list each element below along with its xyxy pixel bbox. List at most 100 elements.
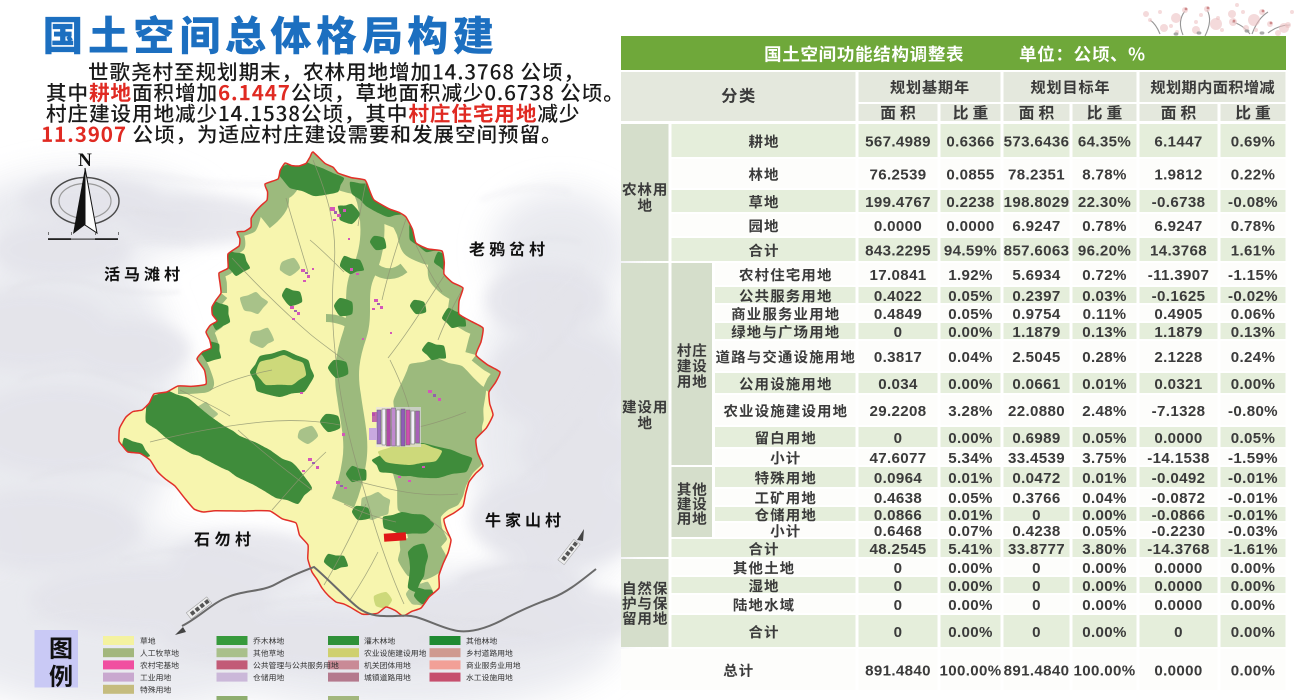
svg-text:0.00%: 0.00% <box>1231 578 1276 595</box>
svg-text:6.9247: 6.9247 <box>1154 218 1202 235</box>
svg-text:29.2208: 29.2208 <box>869 403 926 420</box>
svg-text:0.2397: 0.2397 <box>1012 288 1060 305</box>
svg-text:0.00%: 0.00% <box>1231 560 1276 577</box>
svg-text:2.1228: 2.1228 <box>1154 349 1202 366</box>
svg-text:-0.0866: -0.0866 <box>1152 507 1206 524</box>
svg-text:0.00%: 0.00% <box>948 376 993 393</box>
svg-text:3.28%: 3.28% <box>948 403 993 420</box>
svg-text:1.9812: 1.9812 <box>1154 166 1202 183</box>
svg-text:17.0841: 17.0841 <box>869 267 926 284</box>
svg-text:0.0855: 0.0855 <box>946 166 994 183</box>
svg-text:0.04%: 0.04% <box>948 349 993 366</box>
svg-text:0: 0 <box>894 560 903 577</box>
svg-text:0.07%: 0.07% <box>948 523 993 540</box>
svg-text:0.78%: 0.78% <box>1231 218 1276 235</box>
svg-text:-1.59%: -1.59% <box>1228 450 1278 467</box>
svg-text:0: 0 <box>1032 507 1041 524</box>
svg-text:0.0661: 0.0661 <box>1012 376 1060 393</box>
svg-text:0.4638: 0.4638 <box>874 490 922 507</box>
svg-text:0.00%: 0.00% <box>948 624 993 641</box>
svg-text:0.3817: 0.3817 <box>874 349 922 366</box>
svg-text:0.9754: 0.9754 <box>1012 306 1061 323</box>
svg-text:0: 0 <box>894 324 903 341</box>
svg-text:2.48%: 2.48% <box>1082 403 1127 420</box>
svg-text:0.11%: 0.11% <box>1083 306 1127 323</box>
svg-text:0.0472: 0.0472 <box>1012 470 1060 487</box>
svg-text:-14.1538: -14.1538 <box>1147 450 1209 467</box>
svg-text:0.6366: 0.6366 <box>946 133 994 150</box>
svg-text:5.41%: 5.41% <box>948 541 993 558</box>
svg-text:0.0866: 0.0866 <box>874 507 922 524</box>
svg-text:0.05%: 0.05% <box>1082 430 1127 447</box>
svg-text:0.22%: 0.22% <box>1231 166 1276 183</box>
svg-text:-0.0872: -0.0872 <box>1152 490 1206 507</box>
svg-text:0: 0 <box>1032 624 1041 641</box>
svg-text:0.01%: 0.01% <box>948 470 993 487</box>
svg-text:-0.01%: -0.01% <box>1228 507 1278 524</box>
svg-text:0.01%: 0.01% <box>948 507 993 524</box>
svg-text:N: N <box>78 150 92 171</box>
svg-text:-0.1625: -0.1625 <box>1152 288 1206 305</box>
svg-text:-0.02%: -0.02% <box>1228 288 1278 305</box>
svg-text:0: 0 <box>1032 597 1041 614</box>
svg-text:573.6436: 573.6436 <box>1004 133 1070 150</box>
svg-text:0.0000: 0.0000 <box>1154 430 1202 447</box>
svg-text:0.04%: 0.04% <box>1082 490 1127 507</box>
svg-text:22.0880: 22.0880 <box>1008 403 1065 420</box>
svg-text:0: 0 <box>894 578 903 595</box>
svg-text:0: 0 <box>1032 578 1041 595</box>
svg-text:6.1447: 6.1447 <box>1154 133 1202 150</box>
svg-text:6.9247: 6.9247 <box>1012 218 1060 235</box>
svg-text:0.0321: 0.0321 <box>1154 376 1202 393</box>
svg-text:2.5045: 2.5045 <box>1012 349 1060 366</box>
svg-text:0.034: 0.034 <box>878 376 918 393</box>
svg-text:0.00%: 0.00% <box>1231 376 1276 393</box>
svg-text:0.0000: 0.0000 <box>874 218 922 235</box>
svg-text:3.75%: 3.75% <box>1082 450 1127 467</box>
svg-text:94.59%: 94.59% <box>944 242 998 259</box>
svg-text:0.00%: 0.00% <box>1082 597 1127 614</box>
svg-text:0.00%: 0.00% <box>1082 560 1127 577</box>
svg-text:891.4840: 891.4840 <box>865 662 931 679</box>
svg-text:0.00%: 0.00% <box>948 560 993 577</box>
svg-text:0.00%: 0.00% <box>1231 662 1276 679</box>
svg-text:0.24%: 0.24% <box>1231 349 1276 366</box>
svg-text:0.0000: 0.0000 <box>1154 597 1202 614</box>
svg-text:33.8777: 33.8777 <box>1008 541 1065 558</box>
svg-text:0.69%: 0.69% <box>1231 133 1276 150</box>
svg-text:0.3766: 0.3766 <box>1012 490 1060 507</box>
svg-text:64.35%: 64.35% <box>1078 133 1132 150</box>
svg-text:0.13%: 0.13% <box>1231 324 1276 341</box>
svg-text:0.00%: 0.00% <box>948 324 993 341</box>
svg-text:0.00%: 0.00% <box>1082 507 1127 524</box>
svg-text:0.00%: 0.00% <box>948 430 993 447</box>
svg-text:0.0000: 0.0000 <box>1154 578 1202 595</box>
svg-text:0.4849: 0.4849 <box>874 306 922 323</box>
svg-text:0.00%: 0.00% <box>1231 624 1276 641</box>
svg-text:0.05%: 0.05% <box>948 490 993 507</box>
svg-text:3.80%: 3.80% <box>1082 541 1127 558</box>
svg-text:1.92%: 1.92% <box>948 267 993 284</box>
svg-text:0.00%: 0.00% <box>948 597 993 614</box>
svg-text:0.4238: 0.4238 <box>1012 523 1060 540</box>
svg-text:47.6077: 47.6077 <box>869 450 926 467</box>
svg-text:0.05%: 0.05% <box>948 288 993 305</box>
svg-text:0.0000: 0.0000 <box>946 218 994 235</box>
svg-text:-1.15%: -1.15% <box>1228 267 1278 284</box>
svg-text:-0.6738: -0.6738 <box>1152 194 1206 211</box>
svg-text:-0.03%: -0.03% <box>1228 523 1278 540</box>
svg-text:22.30%: 22.30% <box>1078 194 1132 211</box>
svg-text:0: 0 <box>1174 624 1183 641</box>
svg-text:76.2539: 76.2539 <box>869 166 926 183</box>
svg-text:33.4539: 33.4539 <box>1008 450 1065 467</box>
svg-text:5.6934: 5.6934 <box>1012 267 1061 284</box>
svg-text:100.00%: 100.00% <box>1073 662 1135 679</box>
svg-text:1.1879: 1.1879 <box>1012 324 1060 341</box>
svg-text:0.06%: 0.06% <box>1231 306 1276 323</box>
svg-text:-7.1328: -7.1328 <box>1152 403 1206 420</box>
svg-text:78.2351: 78.2351 <box>1008 166 1065 183</box>
svg-text:48.2545: 48.2545 <box>869 541 926 558</box>
svg-text:8.78%: 8.78% <box>1082 166 1127 183</box>
svg-text:0: 0 <box>894 430 903 447</box>
svg-text:0.05%: 0.05% <box>1082 523 1127 540</box>
